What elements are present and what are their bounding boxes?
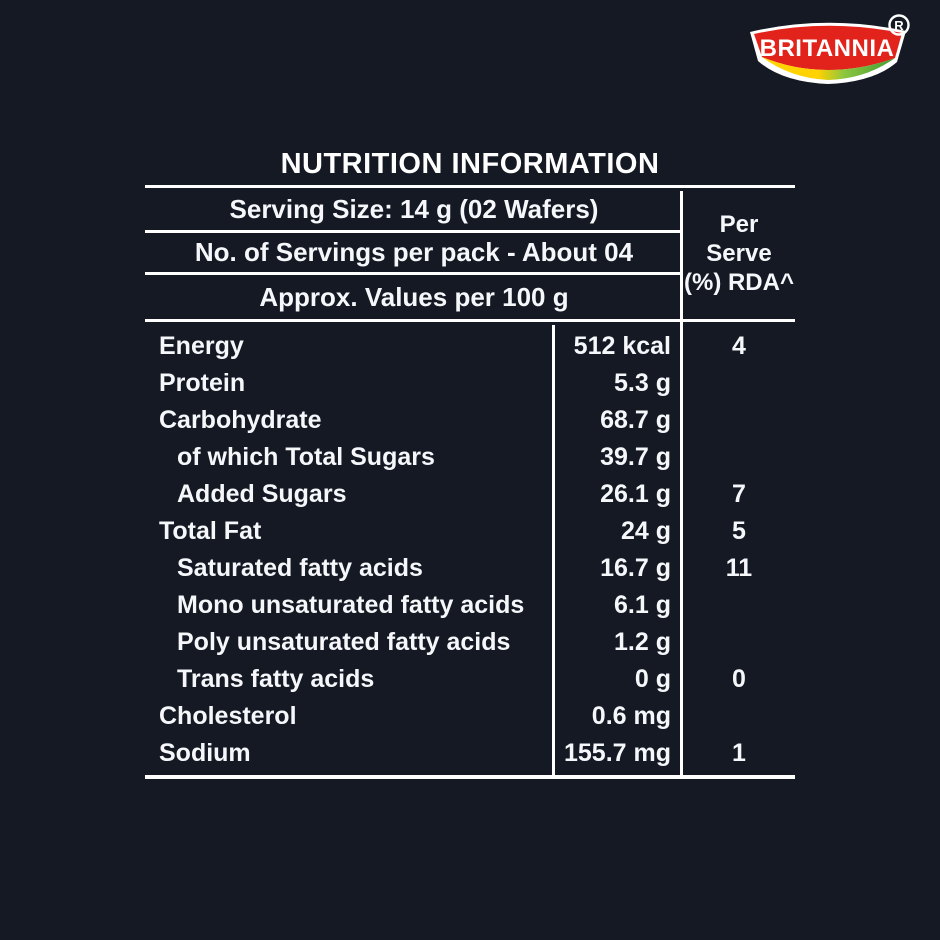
nutrient-rda: 1 (732, 739, 746, 767)
nutrient-value: 6.1 g (614, 591, 671, 619)
table-header-left: Serving Size: 14 g (02 Wafers) No. of Se… (145, 188, 683, 319)
nutrient-rda (683, 402, 795, 439)
britannia-logo: BRITANNIA R (746, 12, 912, 88)
nutrient-name: Saturated fatty acids (177, 554, 423, 582)
registered-mark-icon: R (888, 14, 910, 36)
nutrient-name: Sodium (159, 739, 251, 767)
nutrient-rda: 4 (732, 332, 746, 360)
nutrient-row: Energy 512 kcal 4 (145, 328, 795, 365)
nutrient-row: Cholesterol 0.6 mg (145, 698, 795, 735)
nutrition-table: Serving Size: 14 g (02 Wafers) No. of Se… (145, 185, 795, 779)
nutrient-value: 0.6 mg (591, 702, 671, 730)
nutrient-value: 155.7 mg (563, 739, 671, 767)
nutrient-name: Carbohydrate (159, 406, 322, 434)
nutrient-row: Trans fatty acids 0 g 0 (145, 661, 795, 698)
nutrient-rda: 0 (732, 665, 746, 693)
nutrient-rda: 11 (725, 554, 753, 582)
nutrient-name: Total Fat (159, 517, 262, 545)
approx-values-row: Approx. Values per 100 g (259, 281, 569, 312)
nutrient-row: Carbohydrate 68.7 g (145, 402, 795, 439)
nutrient-value: 5.3 g (614, 369, 671, 397)
nutrient-value: 512 kcal (573, 332, 671, 360)
nutrient-name: Trans fatty acids (177, 665, 375, 693)
nutrient-row: Sodium 155.7 mg 1 (145, 735, 795, 772)
nutrient-value: 68.7 g (600, 406, 671, 434)
nutrient-row: Protein 5.3 g (145, 365, 795, 402)
per-serve-line-3: (%) RDA^ (683, 269, 794, 296)
per-serve-rda-header: Per Serve (%) RDA^ (683, 188, 795, 319)
nutrient-name: of which Total Sugars (177, 443, 435, 471)
nutrient-name: Added Sugars (177, 480, 347, 508)
page-title: NUTRITION INFORMATION (280, 148, 660, 180)
svg-text:R: R (894, 18, 904, 33)
nutrient-name: Protein (159, 369, 246, 397)
nutrient-row: Added Sugars 26.1 g 7 (145, 476, 795, 513)
nutrient-value: 1.2 g (614, 628, 671, 656)
nutrient-rda: 5 (732, 517, 746, 545)
table-header: Serving Size: 14 g (02 Wafers) No. of Se… (145, 188, 795, 319)
nutrient-rda (683, 624, 795, 661)
servings-per-pack-row: No. of Servings per pack - About 04 (145, 233, 683, 275)
nutrient-value: 26.1 g (600, 480, 671, 508)
nutrient-value: 24 g (620, 517, 671, 545)
nutrient-rda (683, 439, 795, 476)
nutrient-name: Mono unsaturated fatty acids (177, 591, 525, 619)
nutrient-row: Poly unsaturated fatty acids 1.2 g (145, 624, 795, 661)
rda-column-divider (680, 191, 683, 775)
nutrient-name: Energy (159, 332, 244, 360)
values-column-divider (552, 325, 555, 775)
nutrient-name: Cholesterol (159, 702, 297, 730)
nutrient-rda (683, 365, 795, 402)
per-serve-line-2: Serve (706, 240, 772, 267)
nutrient-name: Poly unsaturated fatty acids (177, 628, 511, 656)
serving-size-row: Serving Size: 14 g (02 Wafers) (145, 188, 683, 233)
nutrient-value: 16.7 g (600, 554, 671, 582)
nutrient-row: Mono unsaturated fatty acids 6.1 g (145, 587, 795, 624)
nutrient-row: of which Total Sugars 39.7 g (145, 439, 795, 476)
nutrient-row: Total Fat 24 g 5 (145, 513, 795, 550)
nutrition-rows: Energy 512 kcal 4 Protein 5.3 g Carbohyd… (145, 319, 795, 779)
per-serve-line-1: Per (719, 211, 759, 238)
brand-banner: BRITANNIA (750, 22, 906, 84)
brand-name-text: BRITANNIA (760, 35, 895, 62)
nutrient-value: 39.7 g (600, 443, 671, 471)
nutrient-rda (683, 587, 795, 624)
nutrient-row: Saturated fatty acids 16.7 g 11 (145, 550, 795, 587)
nutrient-rda: 7 (732, 480, 746, 508)
nutrient-rda (683, 698, 795, 735)
britannia-logo-graphic: BRITANNIA R (750, 14, 910, 84)
nutrient-value: 0 g (634, 665, 671, 693)
